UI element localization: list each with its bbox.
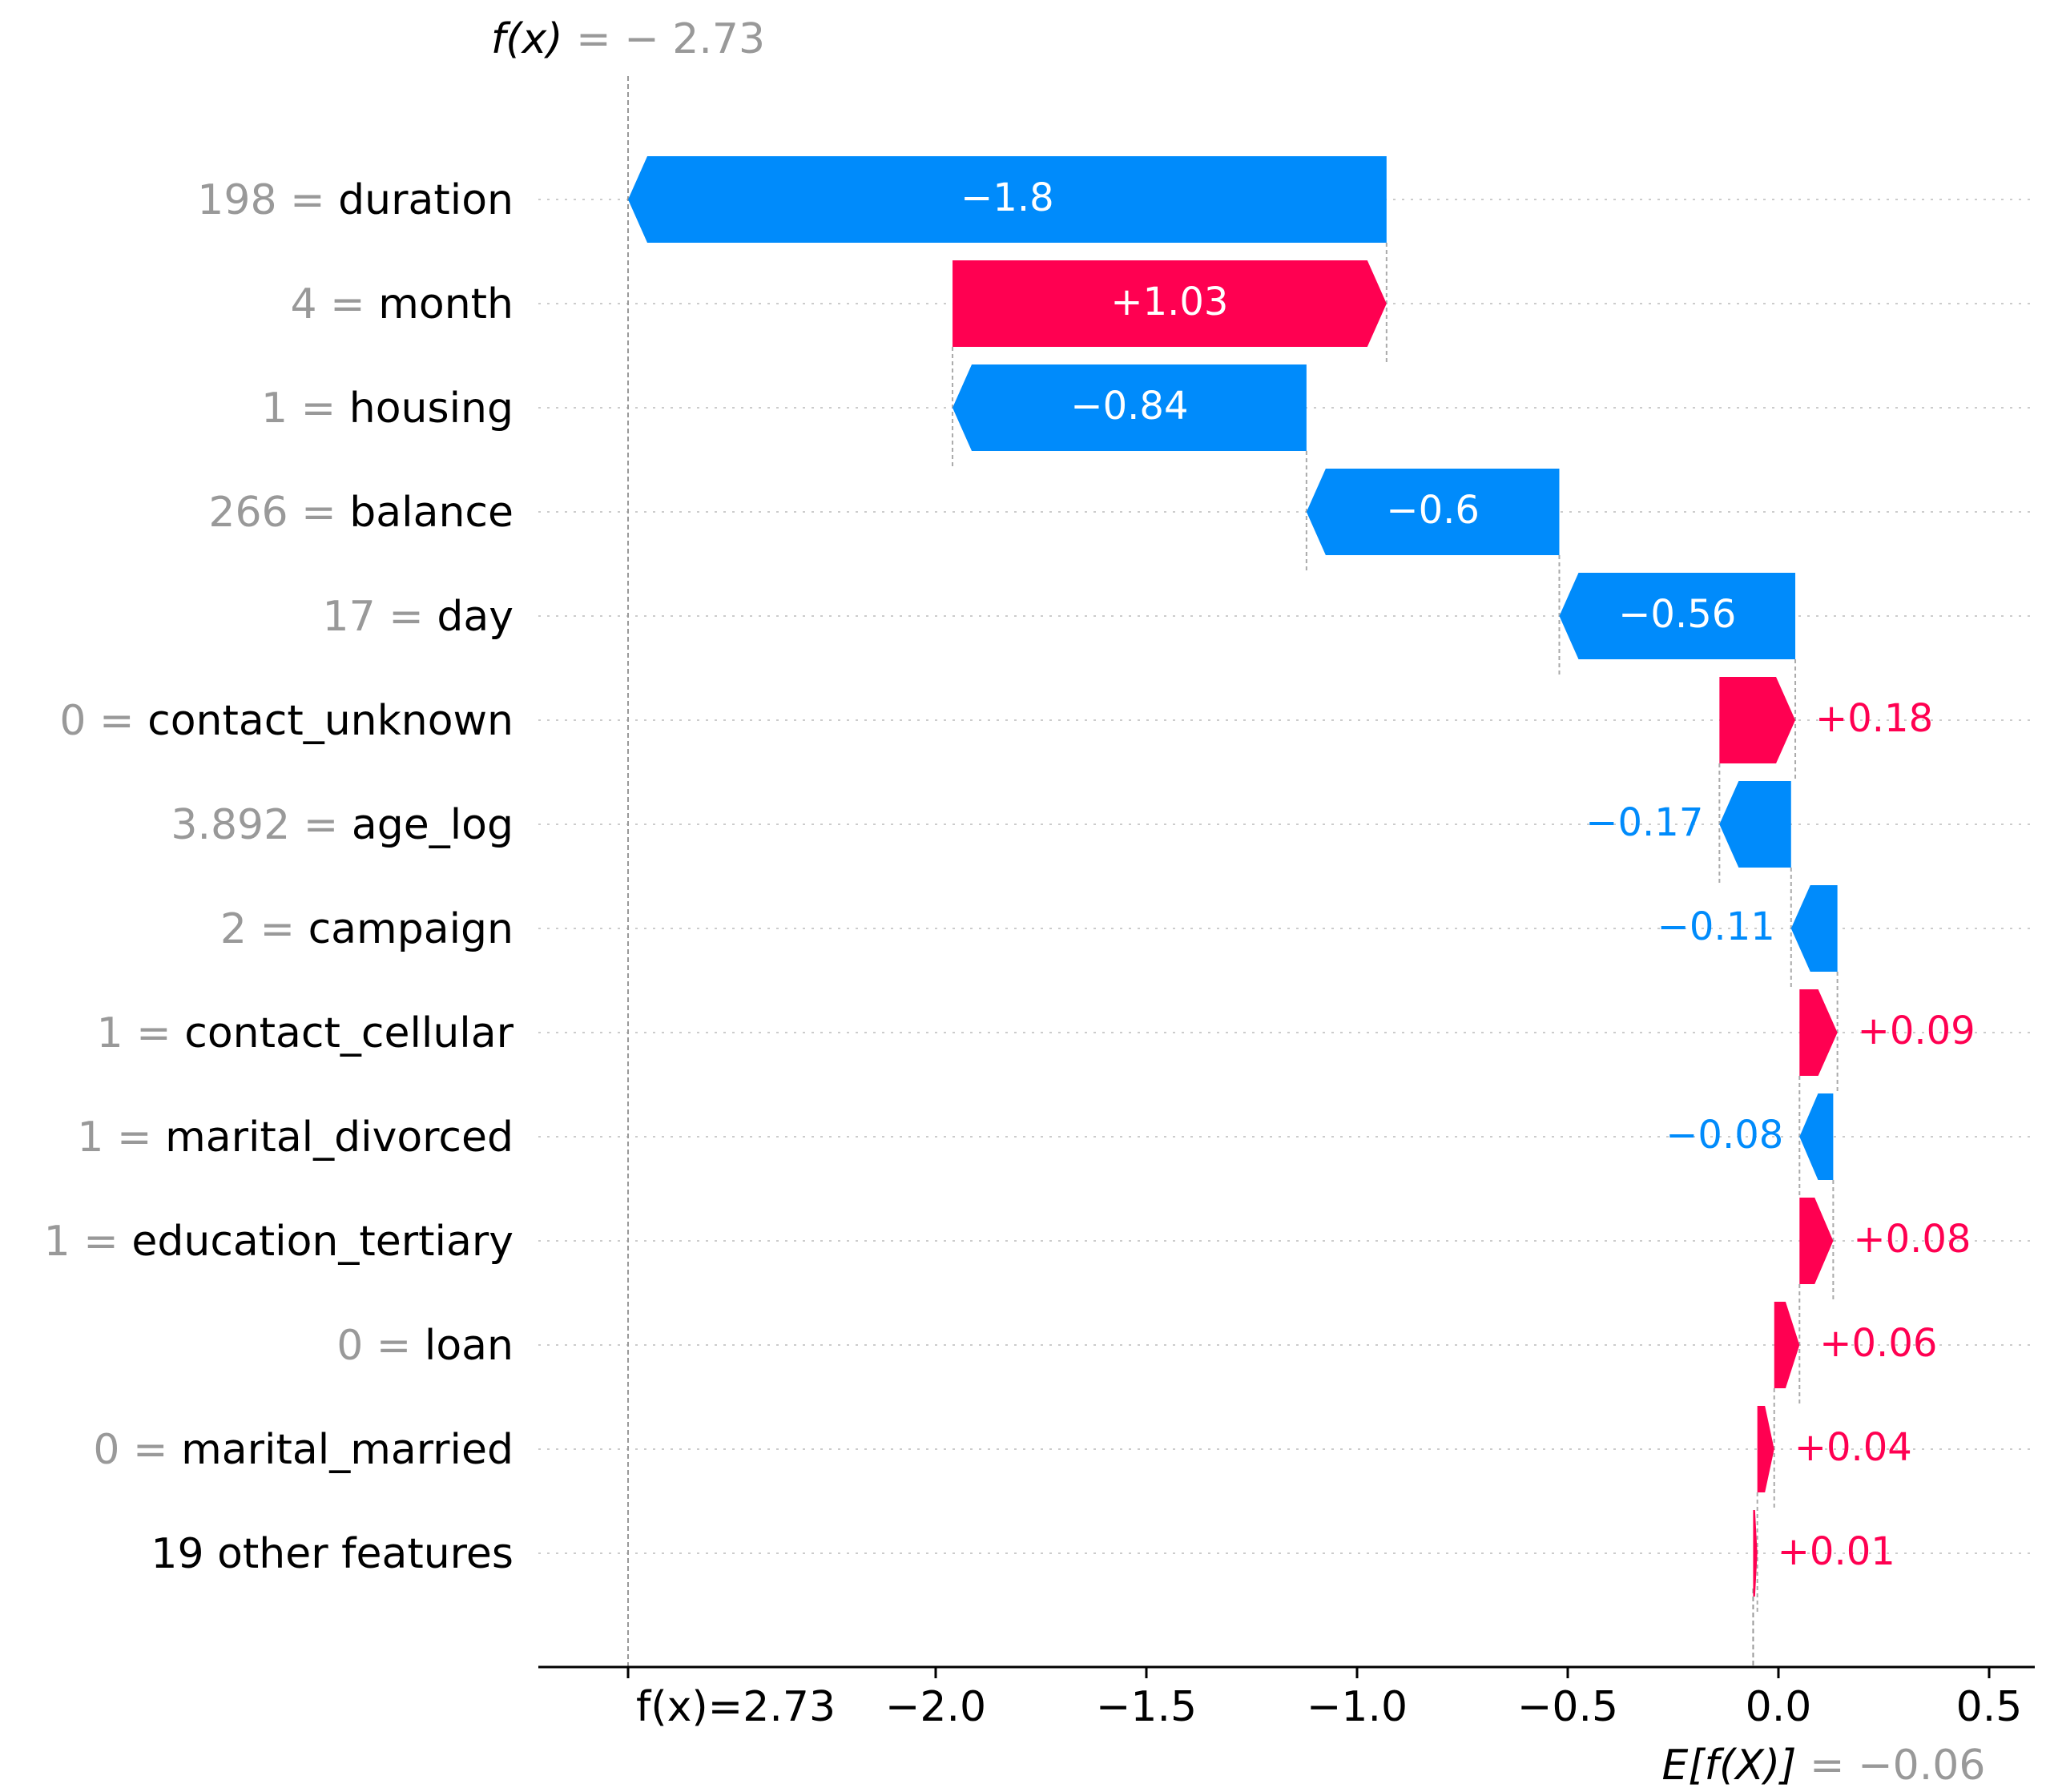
- bar-duration: [628, 156, 1387, 243]
- x-tick-label: −2.0: [885, 1683, 986, 1731]
- feature-value: 2 =: [220, 905, 308, 953]
- contribution-label: −0.56: [1618, 592, 1736, 637]
- feature-label: 3.892 = age_log: [171, 801, 514, 849]
- contribution-label: +0.04: [1794, 1425, 1912, 1470]
- feature-name: loan: [425, 1322, 514, 1370]
- base-value-rhs: = −0.06: [1810, 1742, 1985, 1790]
- contribution-labels: −1.8 +1.03 −0.84 −0.6 −0.56 +0.18 −0.17 −0.11 +0…: [961, 175, 1975, 1574]
- feature-name: marital_married: [181, 1426, 514, 1474]
- feature-label: 1 = housing: [261, 385, 514, 433]
- contribution-label: +0.18: [1815, 696, 1933, 741]
- x-tick-label: −0.5: [1517, 1683, 1618, 1731]
- feature-label: 198 = duration: [197, 176, 514, 224]
- bar-housing: [953, 364, 1307, 451]
- feature-name: balance: [349, 489, 514, 537]
- x-axis: −2.0 −1.5 −1.0 −0.5 0.0 0.5: [538, 1665, 2035, 1731]
- bar-marital_divorced: [1799, 1093, 1834, 1180]
- output-value-axis-label: f(x)=2.73: [636, 1683, 836, 1731]
- contribution-label: +0.08: [1853, 1217, 1971, 1262]
- feature-label: 266 = balance: [208, 489, 514, 537]
- feature-name: contact_cellular: [184, 1009, 514, 1057]
- feature-label: 1 = marital_divorced: [77, 1113, 514, 1162]
- contribution-label: +1.03: [1110, 280, 1228, 324]
- feature-label: 0 = loan: [336, 1322, 514, 1370]
- feature-name: education_tertiary: [131, 1218, 514, 1266]
- feature-value: 17 =: [323, 593, 437, 641]
- feature-label: 0 = marital_married: [93, 1426, 514, 1474]
- contribution-label: −0.6: [1386, 488, 1480, 533]
- value-annotations: f(x)=2.73 f(x) = − 2.73 E[f(X)] = −0.06: [491, 15, 1986, 1790]
- contribution-label: +0.01: [1778, 1529, 1895, 1574]
- feature-name: duration: [338, 176, 514, 224]
- feature-value: 1 =: [261, 385, 349, 433]
- feature-value: 266 =: [208, 489, 349, 537]
- base-value-lhs: E[f(X)]: [1662, 1742, 1810, 1790]
- feature-name: contact_unknown: [147, 697, 514, 745]
- bar-age_log: [1719, 781, 1791, 868]
- x-tick-label: −1.0: [1307, 1683, 1408, 1731]
- x-tick-label: −1.5: [1096, 1683, 1197, 1731]
- feature-name: campaign: [308, 905, 514, 953]
- bar-day: [1559, 573, 1796, 659]
- feature-name: 19 other features: [151, 1530, 514, 1578]
- feature-label: 17 = day: [323, 593, 514, 641]
- bar-contact_cellular: [1799, 989, 1838, 1076]
- bar-campaign: [1790, 885, 1838, 972]
- feature-name: month: [378, 280, 514, 328]
- feature-label: 1 = contact_cellular: [97, 1009, 514, 1057]
- feature-value: 3.892 =: [171, 801, 352, 849]
- feature-label: 1 = education_tertiary: [44, 1218, 514, 1266]
- feature-value: 1 =: [44, 1218, 132, 1266]
- x-tick-label: 0.5: [1956, 1683, 2023, 1731]
- bar-loan: [1774, 1302, 1800, 1388]
- feature-label: 19 other features: [151, 1530, 514, 1578]
- feature-value: 198 =: [197, 176, 338, 224]
- x-tick-label: 0.0: [1746, 1683, 1812, 1731]
- bar-balance: [1306, 469, 1560, 555]
- contribution-bars: [628, 156, 1838, 1597]
- feature-name: day: [437, 593, 514, 641]
- bar-education_tertiary: [1799, 1198, 1834, 1284]
- contribution-label: −0.08: [1665, 1113, 1783, 1158]
- output-value-lhs: f(x): [491, 15, 576, 63]
- bar-contact_unknown: [1719, 677, 1796, 763]
- contribution-label: −0.11: [1657, 904, 1775, 949]
- feature-value: 0 =: [93, 1426, 181, 1474]
- feature-value: 0 =: [59, 697, 147, 745]
- bar-19-other-features: [1753, 1510, 1758, 1597]
- bar-month: [953, 260, 1387, 347]
- contribution-label: +0.09: [1858, 1009, 1975, 1053]
- output-value-rhs: = − 2.73: [576, 15, 765, 63]
- feature-value: 4 =: [291, 280, 379, 328]
- feature-value: 1 =: [77, 1113, 165, 1162]
- contribution-label: +0.06: [1819, 1321, 1937, 1366]
- feature-value: 1 =: [97, 1009, 185, 1057]
- bar-marital_married: [1757, 1406, 1774, 1492]
- feature-label: 0 = contact_unknown: [59, 697, 514, 745]
- contribution-label: −0.17: [1585, 800, 1703, 845]
- contribution-label: −0.84: [1070, 384, 1188, 429]
- feature-name: age_log: [352, 801, 514, 849]
- contribution-label: −1.8: [961, 175, 1054, 220]
- feature-name: housing: [349, 385, 514, 433]
- feature-label: 4 = month: [291, 280, 514, 328]
- feature-value: 0 =: [336, 1322, 425, 1370]
- output-value-annotation: f(x) = − 2.73: [491, 15, 765, 63]
- base-value-annotation: E[f(X)] = −0.06: [1662, 1742, 1986, 1790]
- feature-label: 2 = campaign: [220, 905, 514, 953]
- feature-labels: 198 = duration 4 = month 1 = housing 266 = …: [44, 176, 514, 1578]
- feature-name: marital_divorced: [165, 1113, 514, 1162]
